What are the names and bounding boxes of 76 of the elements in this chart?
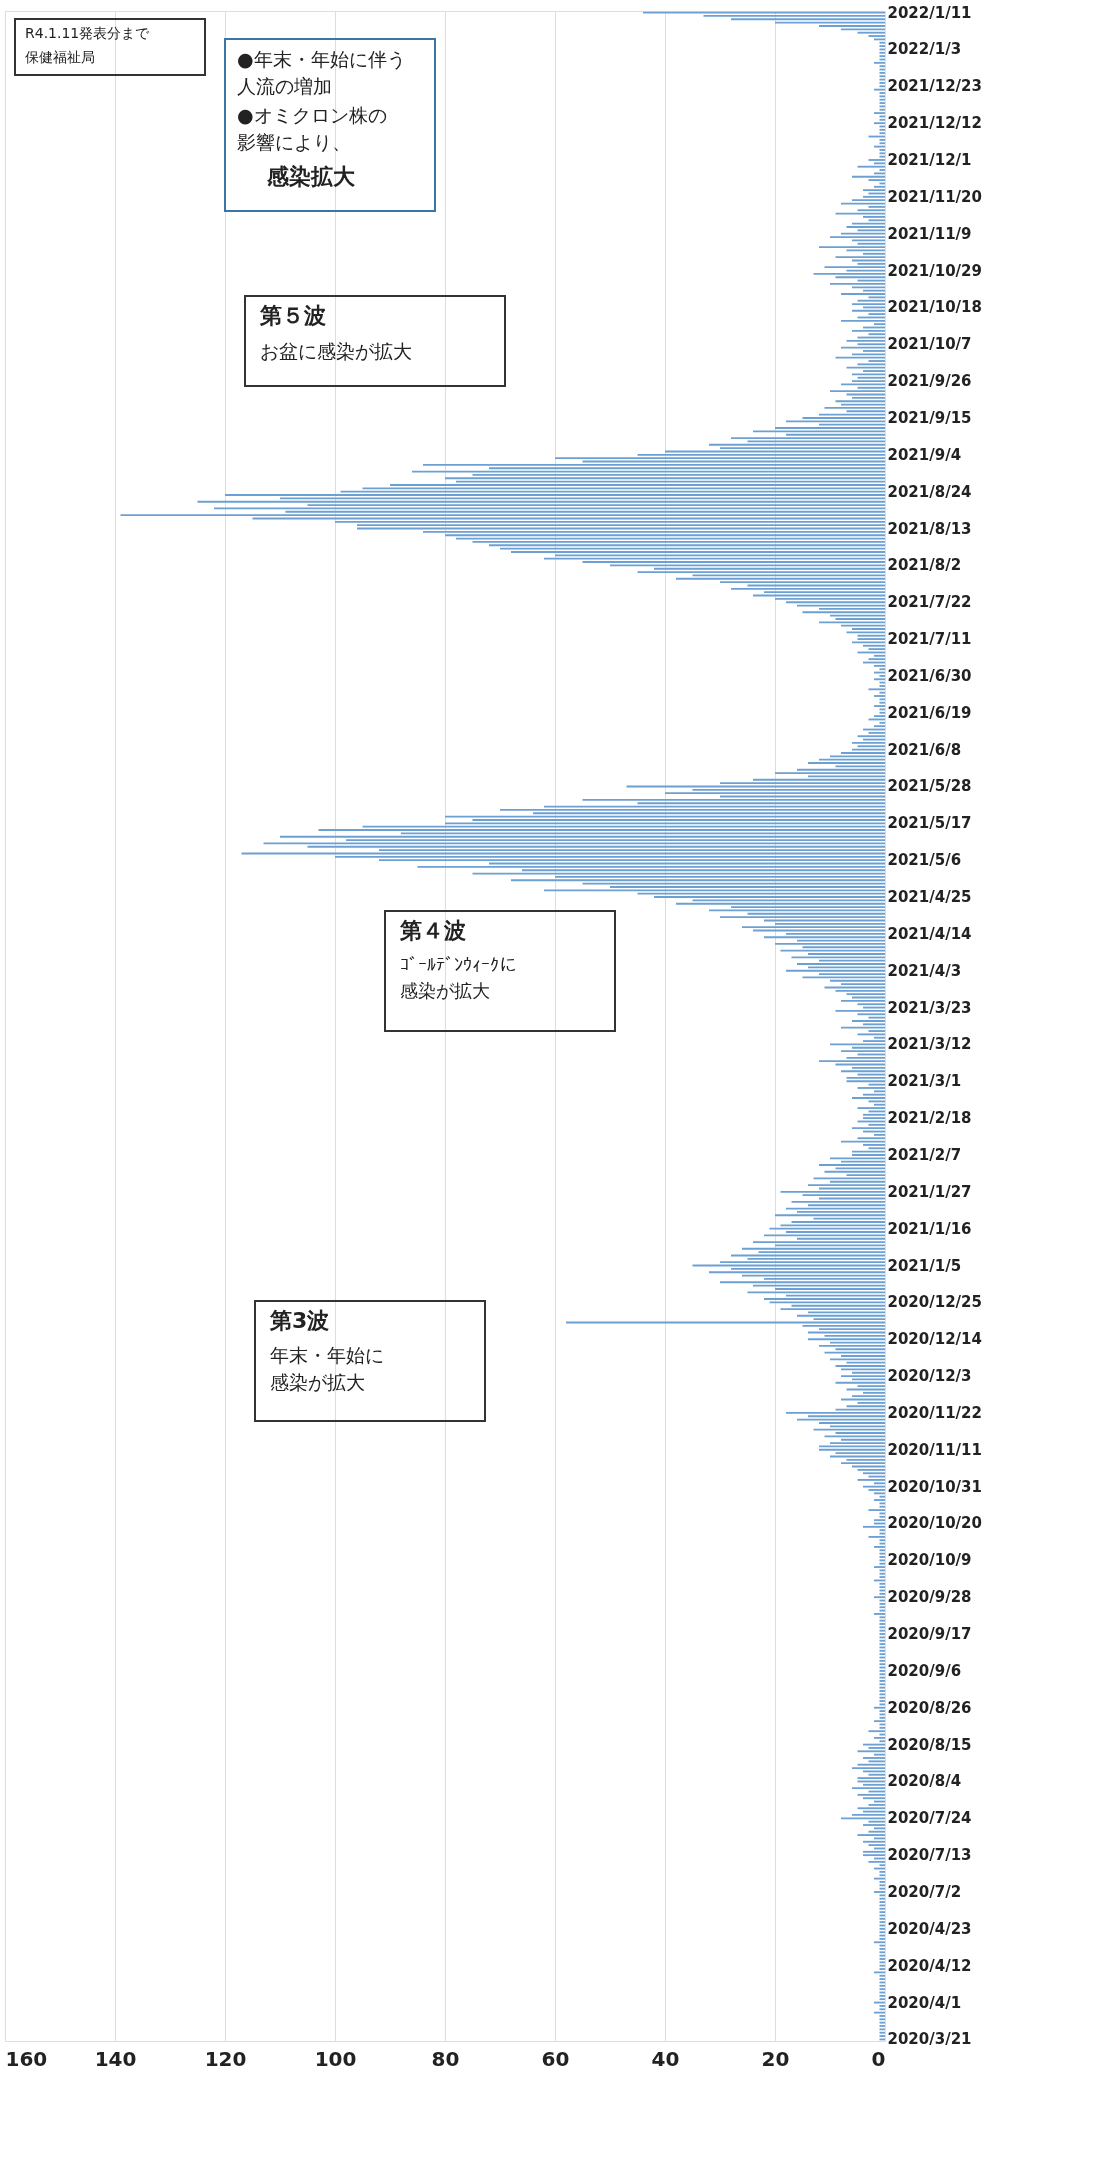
y-tick-label: 2021/12/12	[887, 114, 982, 133]
y-tick-label: 2021/9/26	[887, 372, 972, 391]
y-tick-label: 2021/3/1	[887, 1072, 962, 1091]
y-tick-label: 2021/8/13	[887, 519, 972, 538]
y-tick-label: 2020/9/17	[887, 1625, 972, 1644]
y-tick-label: 2020/8/4	[887, 1772, 962, 1791]
y-tick-label: 2021/12/23	[887, 77, 982, 96]
y-tick-label: 2021/1/16	[887, 1219, 972, 1238]
y-tick-label: 2021/8/2	[887, 556, 962, 575]
y-tick-label: 2020/12/14	[887, 1330, 982, 1349]
annotation: ●オミクロン株の影響により、	[237, 104, 387, 153]
y-tick-label: 2020/10/20	[887, 1514, 982, 1533]
y-tick-label: 2021/6/30	[887, 666, 972, 685]
y-tick-label: 2020/7/24	[887, 1809, 972, 1828]
x-tick-label: 60	[541, 2046, 570, 2071]
annotation: お盆に感染が拡大	[260, 340, 412, 362]
annotation: 感染拡大	[266, 164, 356, 189]
annotation: R4.1.11発表分まで	[25, 25, 151, 41]
x-tick-label: 20	[761, 2046, 790, 2071]
x-tick-label: 140	[94, 2046, 137, 2071]
y-tick-label: 2021/11/9	[887, 224, 972, 243]
y-tick-label: 2021/4/25	[887, 888, 972, 907]
x-tick-label: 0	[871, 2046, 886, 2071]
annotation: 年末・年始に感染が拡大	[270, 1344, 384, 1393]
y-tick-label: 2020/4/1	[887, 1993, 962, 2012]
y-tick-label: 2021/7/22	[887, 593, 972, 612]
y-tick-label: 2021/10/29	[887, 261, 982, 280]
y-tick-label: 2020/4/12	[887, 1956, 972, 1975]
y-tick-label: 2020/8/26	[887, 1698, 972, 1717]
y-tick-label: 2022/1/3	[887, 40, 962, 59]
annotation: 第５波	[259, 303, 326, 328]
y-tick-label: 2021/2/18	[887, 1109, 972, 1128]
x-tick-label: 160	[5, 2046, 48, 2071]
annotation: 保健福祉局	[25, 49, 95, 65]
y-tick-label: 2021/6/19	[887, 703, 972, 722]
annotation: ｺﾞｰﾙﾃﾞﾝｳｨｰｸに感染が拡大	[400, 954, 517, 1001]
y-tick-label: 2021/4/3	[887, 961, 962, 980]
y-tick-label: 2021/9/4	[887, 445, 962, 464]
x-tick-label: 40	[651, 2046, 680, 2071]
y-tick-label: 2020/12/3	[887, 1367, 972, 1386]
y-tick-label: 2020/4/23	[887, 1919, 972, 1938]
y-tick-label: 2020/7/2	[887, 1883, 962, 1901]
y-tick-label: 2021/10/7	[887, 335, 972, 354]
x-tick-label: 120	[204, 2046, 247, 2071]
y-tick-label: 2021/10/18	[887, 298, 982, 317]
y-tick-label: 2021/2/7	[887, 1145, 962, 1164]
y-tick-label: 2020/10/9	[887, 1551, 972, 1570]
annotation: 第４波	[399, 918, 466, 943]
x-tick-label: 80	[431, 2046, 460, 2071]
y-tick-label: 2020/11/22	[887, 1403, 982, 1422]
y-tick-label: 2020/11/11	[887, 1440, 982, 1459]
x-tick-label: 100	[314, 2046, 357, 2071]
y-tick-label: 2021/7/11	[887, 630, 972, 649]
y-tick-label: 2021/5/28	[887, 777, 972, 796]
y-tick-label: 2020/8/15	[887, 1735, 972, 1754]
y-tick-label: 2021/9/15	[887, 408, 972, 427]
y-tick-label: 2020/9/28	[887, 1588, 972, 1607]
y-tick-label: 2020/12/25	[887, 1293, 982, 1312]
y-tick-label: 2020/10/31	[887, 1477, 982, 1496]
y-tick-label: 2020/7/13	[887, 1846, 972, 1865]
annotation: ●年末・年始に伴う人流の増加	[237, 48, 406, 97]
y-tick-label: 2021/1/27	[887, 1182, 972, 1201]
y-tick-label: 2021/6/8	[887, 740, 962, 759]
y-tick-label: 2021/11/20	[887, 187, 982, 206]
y-tick-label: 2021/5/17	[887, 814, 972, 833]
annotation: 第3波	[269, 1308, 330, 1333]
y-tick-label: 2021/8/24	[887, 482, 972, 501]
y-tick-label: 2020/3/21	[887, 2030, 972, 2049]
y-tick-label: 2021/1/5	[887, 1256, 962, 1275]
y-tick-label: 2022/1/11	[887, 3, 972, 22]
y-tick-label: 2021/3/23	[887, 998, 972, 1017]
y-tick-label: 2021/4/14	[887, 924, 972, 943]
y-tick-label: 2021/3/12	[887, 1035, 972, 1054]
y-tick-label: 2021/12/1	[887, 151, 972, 169]
y-tick-label: 2020/9/6	[887, 1661, 962, 1680]
y-tick-label: 2021/5/6	[887, 851, 962, 870]
